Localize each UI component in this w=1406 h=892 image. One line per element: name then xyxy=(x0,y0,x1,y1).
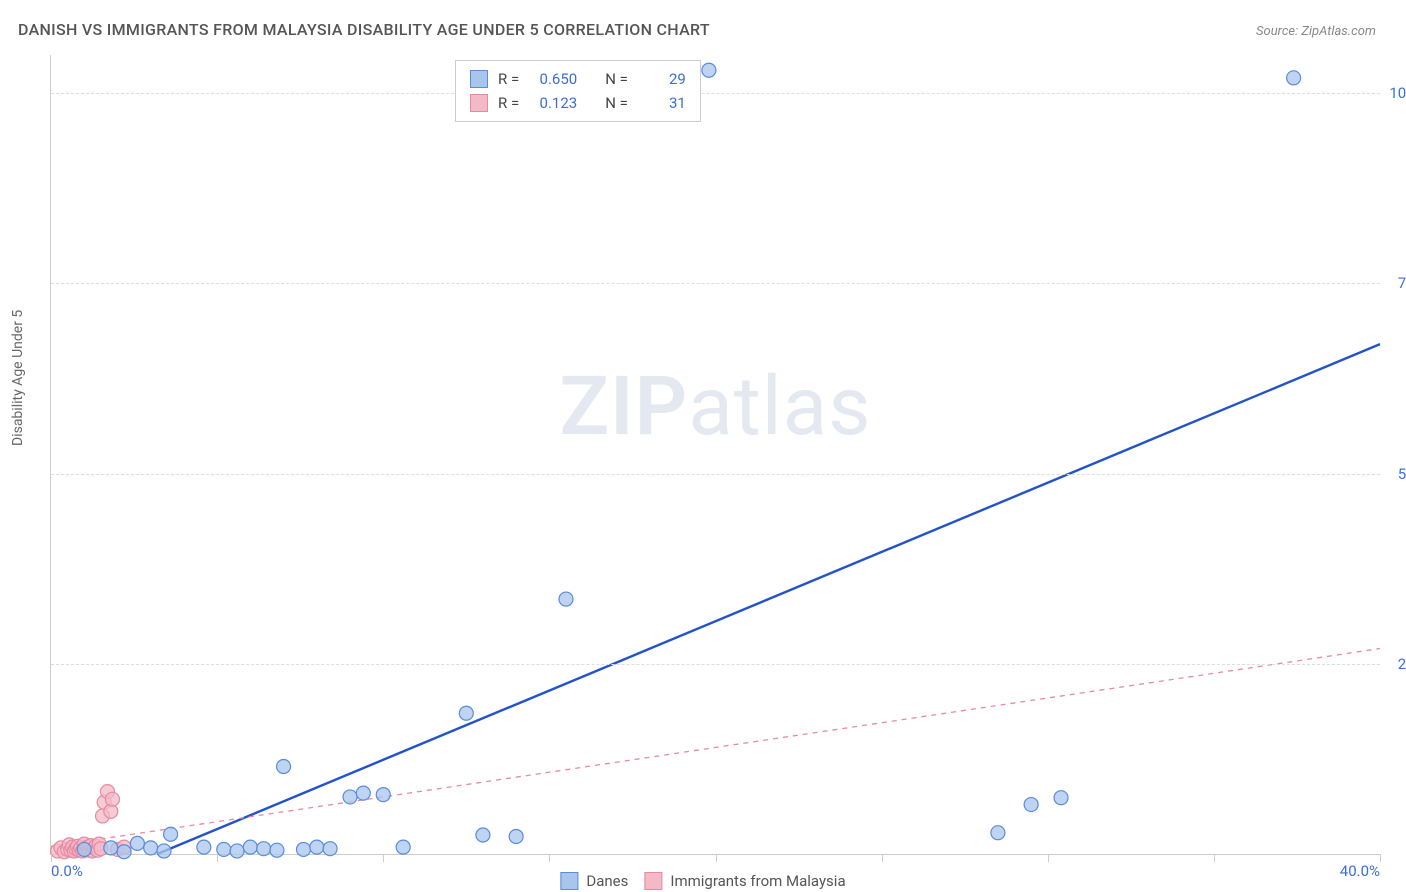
data-point[interactable] xyxy=(323,842,337,856)
y-tick-label: 50.0% xyxy=(1398,465,1406,483)
data-point[interactable] xyxy=(459,706,473,720)
data-point[interactable] xyxy=(702,63,716,77)
data-point[interactable] xyxy=(164,827,178,841)
gridline xyxy=(51,93,1380,94)
data-point[interactable] xyxy=(77,842,91,856)
gridline xyxy=(51,664,1380,665)
data-point[interactable] xyxy=(476,828,490,842)
x-tick xyxy=(217,854,218,862)
data-point[interactable] xyxy=(257,842,271,856)
chart-container: DANISH VS IMMIGRANTS FROM MALAYSIA DISAB… xyxy=(0,0,1406,892)
r-label-2: R = xyxy=(498,91,519,115)
swatch-danes xyxy=(470,70,488,88)
bottom-legend: Danes Immigrants from Malaysia xyxy=(560,872,845,890)
data-point[interactable] xyxy=(509,829,523,843)
data-point[interactable] xyxy=(243,840,257,854)
x-tick-label: 40.0% xyxy=(1340,862,1380,880)
legend-stats-row-danes: R = 0.650 N = 29 xyxy=(470,67,686,91)
trend-line xyxy=(51,649,1380,847)
plot-svg xyxy=(51,55,1380,854)
n-label: N = xyxy=(605,67,628,91)
data-point[interactable] xyxy=(991,826,1005,840)
data-point[interactable] xyxy=(277,759,291,773)
y-tick-label: 25.0% xyxy=(1398,655,1406,673)
y-tick-label: 75.0% xyxy=(1398,274,1406,292)
y-axis-title: Disability Age Under 5 xyxy=(10,310,26,446)
legend-label-malaysia: Immigrants from Malaysia xyxy=(670,872,845,890)
data-point[interactable] xyxy=(157,844,171,858)
x-tick xyxy=(716,854,717,862)
plot-area: ZIPatlas 25.0%50.0%75.0%100.0%0.0%40.0% xyxy=(50,55,1380,855)
n-label-2: N = xyxy=(605,91,628,115)
x-tick xyxy=(1214,854,1215,862)
data-point[interactable] xyxy=(356,786,370,800)
y-tick-label: 100.0% xyxy=(1389,84,1406,102)
x-tick xyxy=(1048,854,1049,862)
data-point[interactable] xyxy=(1054,791,1068,805)
data-point[interactable] xyxy=(1287,71,1301,85)
r-label: R = xyxy=(498,67,519,91)
x-tick xyxy=(882,854,883,862)
x-tick xyxy=(51,854,52,862)
data-point[interactable] xyxy=(105,792,119,806)
x-tick xyxy=(383,854,384,862)
data-point[interactable] xyxy=(270,843,284,857)
data-point[interactable] xyxy=(559,592,573,606)
data-point[interactable] xyxy=(230,844,244,858)
gridline xyxy=(51,283,1380,284)
data-point[interactable] xyxy=(130,836,144,850)
legend-item-danes[interactable]: Danes xyxy=(560,872,628,890)
swatch-malaysia-bottom xyxy=(644,872,662,890)
data-point[interactable] xyxy=(343,790,357,804)
data-point[interactable] xyxy=(197,840,211,854)
gridline xyxy=(51,474,1380,475)
legend-label-danes: Danes xyxy=(586,872,628,890)
data-point[interactable] xyxy=(376,788,390,802)
data-point[interactable] xyxy=(310,840,324,854)
r-value-danes: 0.650 xyxy=(529,67,577,91)
r-value-malaysia: 0.123 xyxy=(529,91,577,115)
swatch-danes-bottom xyxy=(560,872,578,890)
legend-stats-row-malaysia: R = 0.123 N = 31 xyxy=(470,91,686,115)
data-point[interactable] xyxy=(117,845,131,859)
legend-stats-box: R = 0.650 N = 29 R = 0.123 N = 31 xyxy=(455,60,701,122)
x-tick xyxy=(549,854,550,862)
x-tick-label: 0.0% xyxy=(51,862,83,880)
data-point[interactable] xyxy=(297,842,311,856)
swatch-malaysia xyxy=(470,94,488,112)
data-point[interactable] xyxy=(1024,798,1038,812)
data-point[interactable] xyxy=(217,842,231,856)
data-point[interactable] xyxy=(104,841,118,855)
trend-line xyxy=(157,344,1380,854)
chart-title: DANISH VS IMMIGRANTS FROM MALAYSIA DISAB… xyxy=(18,20,710,39)
n-value-danes: 29 xyxy=(638,67,686,91)
x-tick xyxy=(1380,854,1381,862)
n-value-malaysia: 31 xyxy=(638,91,686,115)
data-point[interactable] xyxy=(396,840,410,854)
legend-item-malaysia[interactable]: Immigrants from Malaysia xyxy=(644,872,845,890)
source-link[interactable]: Source: ZipAtlas.com xyxy=(1256,24,1376,39)
data-point[interactable] xyxy=(144,841,158,855)
